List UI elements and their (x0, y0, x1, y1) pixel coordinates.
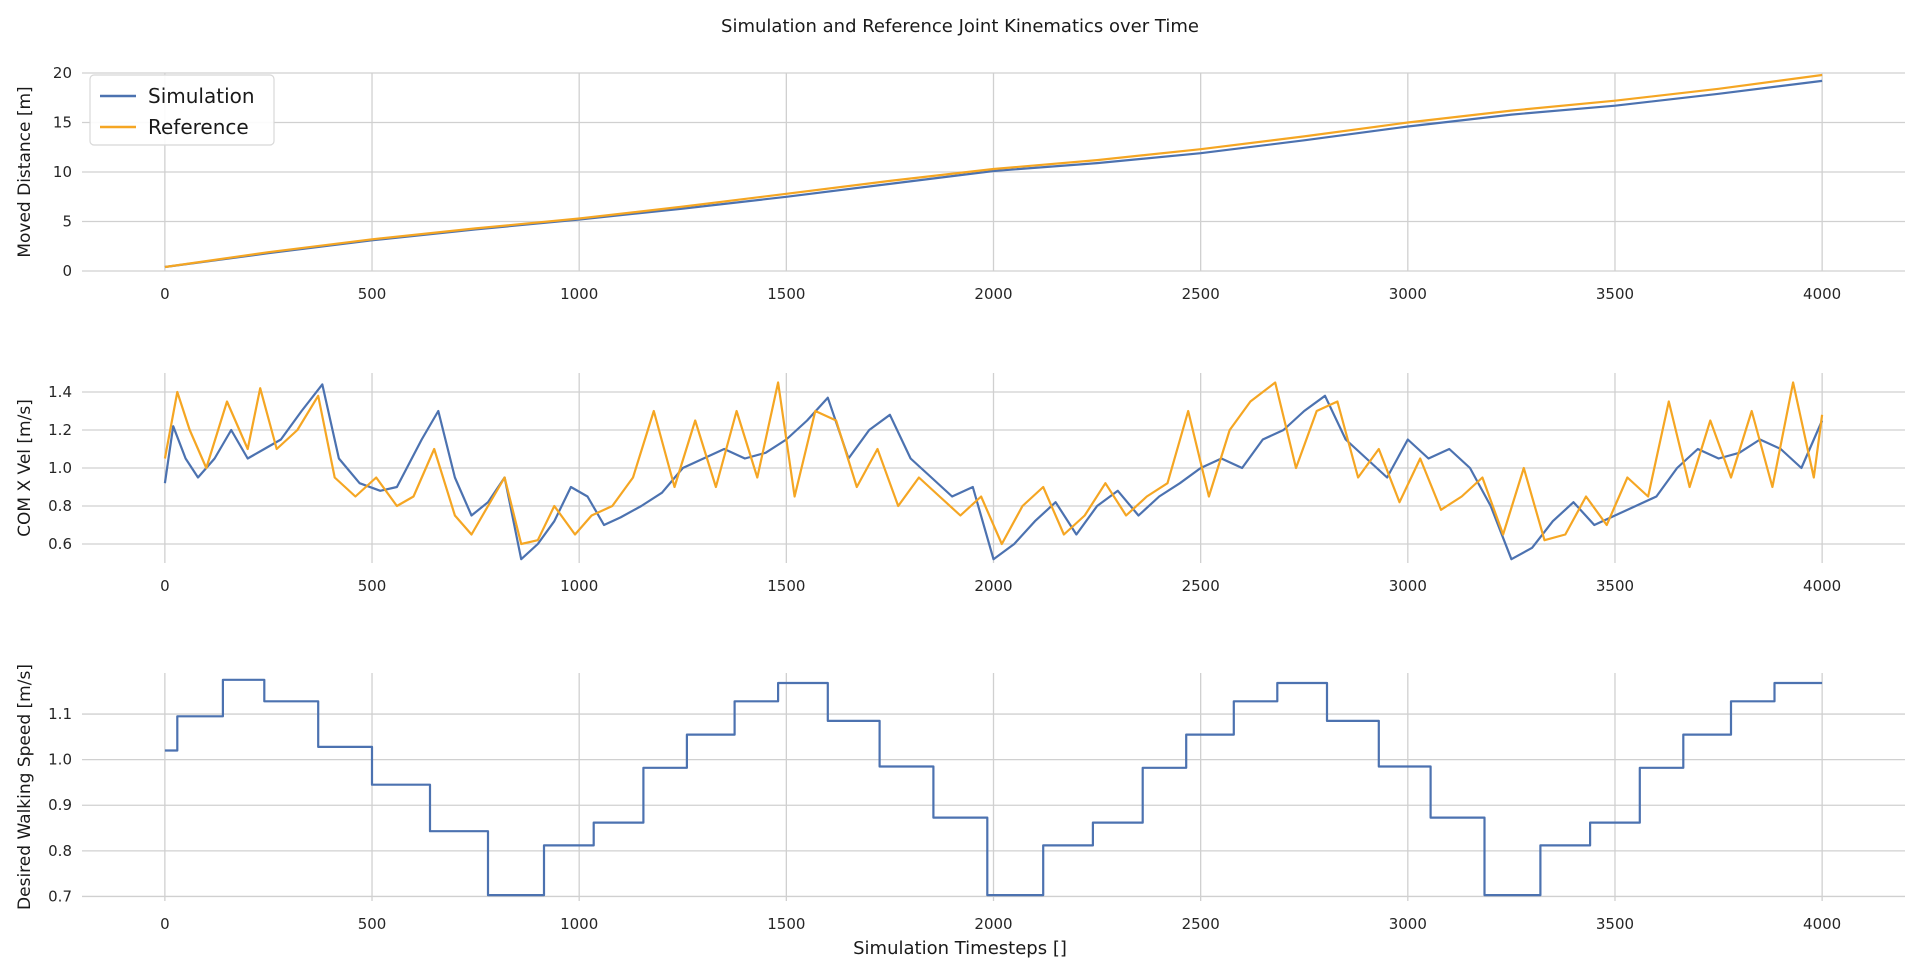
x-tick-label: 500 (358, 915, 387, 933)
x-tick-label: 1000 (560, 285, 598, 303)
y-tick-label: 1.2 (48, 421, 72, 439)
y-axis-title: COM X Vel [m/s] (15, 399, 35, 537)
y-tick-label: 0.8 (48, 842, 72, 860)
x-tick-label: 3500 (1596, 285, 1634, 303)
x-tick-label: 3000 (1389, 285, 1427, 303)
x-tick-label: 1500 (767, 915, 805, 933)
y-tick-label: 0 (62, 262, 72, 280)
y-tick-label: 20 (53, 64, 72, 82)
x-tick-label: 0 (160, 915, 170, 933)
x-tick-label: 3000 (1389, 915, 1427, 933)
x-tick-label: 2500 (1182, 915, 1220, 933)
x-tick-label: 4000 (1803, 285, 1841, 303)
x-tick-label: 1500 (767, 285, 805, 303)
legend-label: Reference (148, 115, 249, 139)
series-line-reference (164, 73, 1823, 269)
y-tick-label: 5 (62, 213, 72, 231)
x-axis-title: Simulation Timesteps [] (853, 938, 1067, 959)
x-tick-label: 0 (160, 577, 170, 595)
figure-title: Simulation and Reference Joint Kinematic… (721, 16, 1199, 37)
y-tick-label: 1.0 (48, 459, 72, 477)
plot-moved-distance: 0 5 10 15 20 0 500 1000 1500 2000 2500 3000 3500 4000… (15, 64, 1905, 303)
x-tick-label: 1500 (767, 577, 805, 595)
plot-com-x-velocity: 0.6 0.8 1.0 1.2 1.4 0 500 1000 1500 2000 2500 3000 3… (15, 373, 1905, 595)
x-tick-label: 2500 (1182, 285, 1220, 303)
x-tick-label: 3500 (1596, 577, 1634, 595)
x-tick-label: 2000 (974, 915, 1012, 933)
y-tick-label: 0.8 (48, 497, 72, 515)
y-tick-label: 10 (53, 163, 72, 181)
y-axis-title: Moved Distance [m] (15, 86, 35, 257)
x-tick-label: 3000 (1389, 577, 1427, 595)
y-tick-label: 1.1 (48, 705, 72, 723)
y-tick-label: 1.0 (48, 751, 72, 769)
y-tick-label: 0.6 (48, 535, 72, 553)
x-tick-label: 500 (358, 285, 387, 303)
x-tick-label: 1000 (560, 915, 598, 933)
y-tick-label: 1.4 (48, 383, 72, 401)
x-tick-label: 2500 (1182, 577, 1220, 595)
x-tick-label: 2000 (974, 285, 1012, 303)
y-tick-label: 0.9 (48, 796, 72, 814)
legend-label: Simulation (148, 84, 255, 108)
x-tick-label: 2000 (974, 577, 1012, 595)
x-tick-label: 4000 (1803, 577, 1841, 595)
plot-desired-walking-speed: 0.7 0.8 0.9 1.0 1.1 0 500 1000 1500 2000 2500 3000 3… (15, 665, 1905, 933)
x-tick-label: 4000 (1803, 915, 1841, 933)
x-tick-label: 500 (358, 577, 387, 595)
y-tick-label: 0.7 (48, 887, 72, 905)
x-tick-label: 1000 (560, 577, 598, 595)
y-tick-label: 15 (53, 114, 72, 132)
y-axis-title: Desired Walking Speed [m/s] (15, 665, 35, 910)
x-tick-label: 0 (160, 285, 170, 303)
x-tick-label: 3500 (1596, 915, 1634, 933)
series-line (164, 678, 1823, 897)
series-line-simulation (163, 383, 1824, 561)
series-line-reference (163, 381, 1824, 546)
